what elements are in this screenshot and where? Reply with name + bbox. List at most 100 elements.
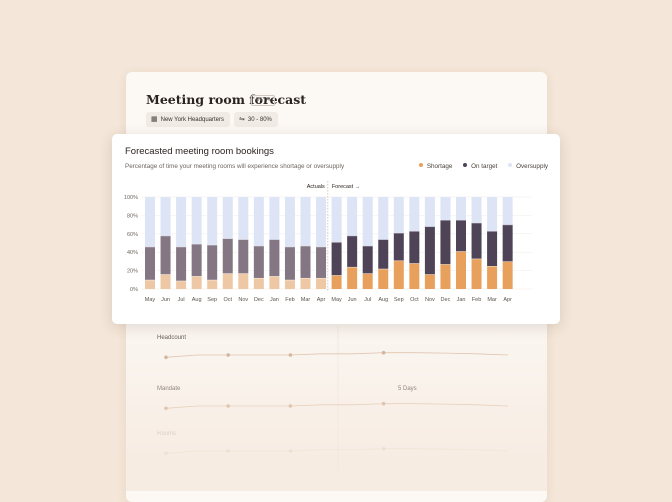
bar-segment-divider bbox=[238, 238, 249, 240]
range-filter[interactable]: ⇋ 30 - 80% bbox=[234, 112, 278, 127]
bar-shortage bbox=[347, 266, 358, 289]
metric-point bbox=[226, 404, 230, 408]
bar-oversupply bbox=[207, 197, 218, 245]
sliders-icon: ⇋ bbox=[239, 116, 245, 123]
x-tick-label: Dec bbox=[254, 297, 264, 303]
panel-title: Forecasted meeting room bookings bbox=[125, 146, 274, 157]
x-tick-label: Mar bbox=[301, 297, 311, 303]
bar-oversupply bbox=[238, 197, 249, 240]
metric-point bbox=[381, 446, 386, 451]
bar-shortage bbox=[160, 274, 171, 289]
bar-on-target bbox=[502, 224, 513, 262]
bar-on-target bbox=[253, 245, 264, 278]
y-tick-label: 40% bbox=[127, 250, 138, 256]
bar-shortage bbox=[253, 277, 264, 289]
bar-oversupply bbox=[176, 197, 187, 247]
bar-on-target bbox=[393, 232, 404, 261]
x-tick-label: Apr bbox=[317, 297, 326, 303]
x-tick-label: Aug bbox=[378, 297, 388, 303]
bar-on-target bbox=[378, 239, 389, 269]
x-tick-label: Oct bbox=[410, 297, 419, 303]
bar-oversupply bbox=[191, 197, 202, 244]
bar-shortage bbox=[487, 266, 498, 289]
bar-oversupply bbox=[316, 197, 327, 247]
bar-oversupply bbox=[253, 197, 264, 246]
bar-oversupply bbox=[284, 197, 295, 247]
x-tick-label: Jun bbox=[348, 297, 357, 303]
bar-on-target bbox=[284, 246, 295, 280]
metric-line bbox=[165, 448, 509, 454]
bar-on-target bbox=[176, 246, 187, 281]
bar-segment-divider bbox=[347, 266, 358, 268]
bar-segment-divider bbox=[207, 279, 218, 281]
bar-segment-divider bbox=[331, 274, 342, 276]
x-tick-label: Apr bbox=[503, 297, 512, 303]
metric-label: Rooms bbox=[157, 431, 176, 437]
bar-segment-divider bbox=[362, 245, 373, 247]
bar-segment-divider bbox=[487, 230, 498, 232]
bar-oversupply bbox=[502, 197, 513, 225]
x-tick-label: Sep bbox=[394, 297, 404, 303]
x-tick-label: Jun bbox=[161, 297, 170, 303]
metric-label: Mandate bbox=[157, 386, 181, 392]
bar-oversupply bbox=[378, 197, 389, 240]
bar-on-target bbox=[300, 245, 311, 278]
metric-label: Headcount bbox=[157, 335, 186, 341]
metric-point bbox=[164, 355, 168, 360]
legend-on-target-label: On target bbox=[471, 163, 498, 170]
metric-point bbox=[226, 353, 230, 357]
x-tick-label: Dec bbox=[441, 297, 451, 303]
x-tick-label: May bbox=[145, 297, 156, 303]
bar-oversupply bbox=[160, 197, 171, 236]
bar-segment-divider bbox=[409, 230, 420, 232]
bar-shortage bbox=[316, 277, 327, 289]
metric-point bbox=[164, 451, 168, 456]
metric-point bbox=[381, 401, 386, 406]
metric-annotation: 5 Days bbox=[398, 386, 417, 392]
metric-point bbox=[288, 353, 293, 357]
legend-shortage: Shortage bbox=[418, 163, 452, 170]
bar-on-target bbox=[191, 243, 202, 277]
bookings-forecast-panel: Forecasted meeting room bookings Percent… bbox=[112, 134, 560, 324]
bar-shortage bbox=[207, 279, 218, 289]
bar-shortage bbox=[269, 276, 280, 289]
bar-segment-divider bbox=[471, 222, 482, 224]
x-tick-label: Nov bbox=[238, 297, 248, 303]
x-tick-label: Jul bbox=[364, 297, 371, 303]
stacked-bar-chart: 0% 20% 40% 60% 80% 100% May Jun Jul Aug Sep Oct Nov D… bbox=[124, 181, 532, 303]
bar-shortage bbox=[456, 251, 466, 289]
legend-dot-on-target bbox=[463, 163, 468, 167]
bar-on-target bbox=[362, 245, 373, 274]
metric-line bbox=[165, 352, 509, 358]
bar-segment-divider bbox=[191, 275, 202, 277]
bar-oversupply bbox=[300, 197, 311, 246]
metric-point bbox=[226, 449, 230, 453]
bar-oversupply bbox=[269, 197, 280, 240]
bar-on-target bbox=[331, 242, 342, 276]
bar-oversupply bbox=[456, 197, 466, 220]
bar-shortage bbox=[145, 279, 155, 289]
y-tick-label: 60% bbox=[127, 232, 138, 238]
x-tick-label: Aug bbox=[192, 297, 202, 303]
legend-dot-oversupply bbox=[508, 163, 513, 167]
bar-shortage bbox=[502, 261, 513, 289]
x-tick-label: Jan bbox=[457, 297, 466, 303]
bar-shortage bbox=[331, 275, 342, 289]
bar-oversupply bbox=[409, 197, 420, 232]
bar-on-target bbox=[269, 239, 280, 277]
bar-segment-divider bbox=[269, 238, 280, 240]
bar-oversupply bbox=[222, 197, 233, 239]
bar-segment-divider bbox=[269, 275, 280, 277]
bar-on-target bbox=[145, 246, 155, 280]
bar-oversupply bbox=[487, 197, 498, 232]
bar-on-target bbox=[238, 239, 249, 274]
bar-segment-divider bbox=[471, 258, 482, 260]
metric-line bbox=[165, 403, 509, 409]
building-icon: ▦ bbox=[151, 116, 158, 123]
x-tick-label: Jul bbox=[178, 297, 185, 303]
location-selector[interactable]: ▦ New York Headquarters bbox=[146, 112, 230, 127]
panel-subtitle: Percentage of time your meeting rooms wi… bbox=[125, 163, 345, 170]
metric-point bbox=[381, 350, 386, 355]
bar-shortage bbox=[440, 264, 451, 289]
metric-point bbox=[164, 406, 168, 411]
